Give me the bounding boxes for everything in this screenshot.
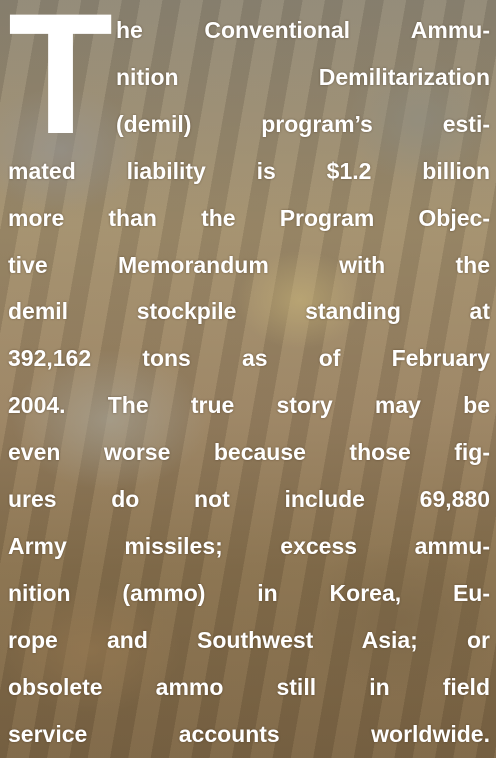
text-line: ures do not include 69,880 xyxy=(8,476,490,522)
text-line: service accounts worldwide. xyxy=(8,711,490,757)
text-line: nition (ammo) in Korea, Eu- xyxy=(8,570,490,616)
text-line: rope and Southwest Asia; or xyxy=(8,617,490,663)
page: T he Conventional Ammu-nition Demilitari… xyxy=(0,0,496,758)
text-line: nition Demilitarization xyxy=(116,54,490,100)
text-line: mated liability is $1.2 billion xyxy=(8,148,490,194)
text-line: more than the Program Objec- xyxy=(8,195,490,241)
text-line: tive Memorandum with the xyxy=(8,242,490,288)
text-line: demil stockpile standing at xyxy=(8,288,490,334)
text-line: 392,162 tons as of February xyxy=(8,335,490,381)
text-line: 2004. The true story may be xyxy=(8,382,490,428)
drop-cap: T xyxy=(8,0,113,160)
text-line: even worse because those fig- xyxy=(8,429,490,475)
text-line: Army missiles; excess ammu- xyxy=(8,523,490,569)
text-line: (demil) program’s esti- xyxy=(116,101,490,147)
text-line: he Conventional Ammu- xyxy=(116,7,490,53)
text-line: obsolete ammo still in field xyxy=(8,664,490,710)
